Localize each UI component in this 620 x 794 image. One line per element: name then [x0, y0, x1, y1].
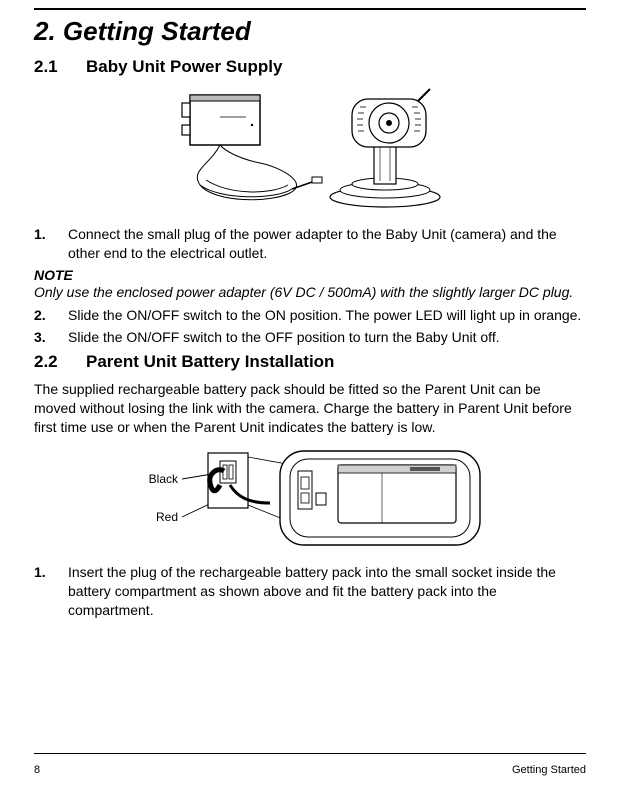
- step-text: Insert the plug of the rechargeable batt…: [68, 563, 586, 620]
- section-22-heading: 2.2Parent Unit Battery Installation: [34, 352, 586, 372]
- label-black: Black: [149, 472, 179, 486]
- page-number: 8: [34, 764, 40, 776]
- section-21-num: 2.1: [34, 57, 86, 77]
- list-item: 1. Insert the plug of the rechargeable b…: [34, 563, 586, 620]
- list-item: 3. Slide the ON/OFF switch to the OFF po…: [34, 328, 586, 347]
- section-22-num: 2.2: [34, 352, 86, 372]
- figure-battery-install: Black Red: [34, 443, 586, 553]
- step-text: Connect the small plug of the power adap…: [68, 225, 586, 263]
- section-21-heading: 2.1Baby Unit Power Supply: [34, 57, 586, 77]
- step-number: 3.: [34, 328, 68, 347]
- step-text: Slide the ON/OFF switch to the OFF posit…: [68, 328, 500, 347]
- page-footer: 8 Getting Started: [34, 753, 586, 776]
- step-number: 2.: [34, 306, 68, 325]
- step-number: 1.: [34, 563, 68, 620]
- step-number: 1.: [34, 225, 68, 263]
- section-22-steps: 1. Insert the plug of the rechargeable b…: [34, 563, 586, 620]
- section-22-intro: The supplied rechargeable battery pack s…: [34, 380, 586, 437]
- section-22-title: Parent Unit Battery Installation: [86, 352, 334, 371]
- note-body: Only use the enclosed power adapter (6V …: [34, 283, 586, 302]
- section-21-steps-cont: 2. Slide the ON/OFF switch to the ON pos…: [34, 306, 586, 347]
- note-heading: NOTE: [34, 267, 586, 283]
- list-item: 2. Slide the ON/OFF switch to the ON pos…: [34, 306, 586, 325]
- top-rule: [34, 8, 586, 10]
- step-text: Slide the ON/OFF switch to the ON positi…: [68, 306, 581, 325]
- chapter-title: 2. Getting Started: [34, 16, 586, 47]
- section-21-title: Baby Unit Power Supply: [86, 57, 282, 76]
- footer-rule: [34, 753, 586, 754]
- figure-baby-unit-adapter: [34, 85, 586, 215]
- list-item: 1. Connect the small plug of the power a…: [34, 225, 586, 263]
- section-21-steps: 1. Connect the small plug of the power a…: [34, 225, 586, 263]
- label-red: Red: [156, 510, 178, 524]
- footer-title: Getting Started: [512, 764, 586, 776]
